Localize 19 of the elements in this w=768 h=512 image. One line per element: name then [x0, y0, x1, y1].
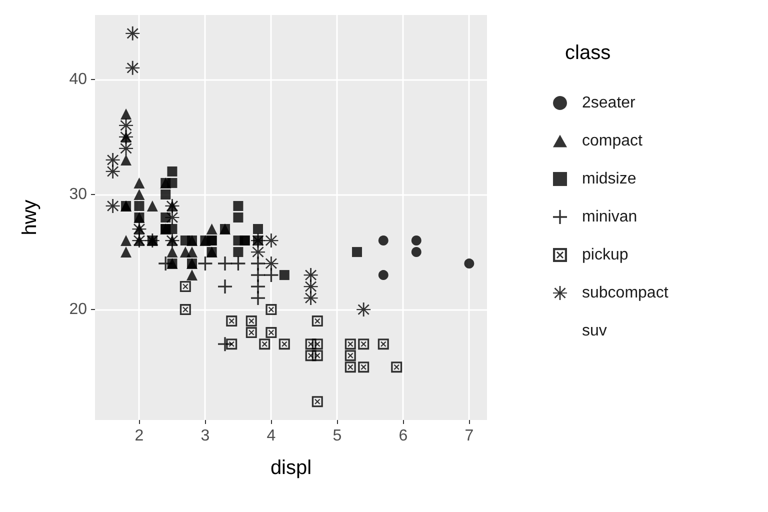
text: suv [582, 322, 607, 340]
y-axis-title: hwy [19, 200, 41, 236]
legend-label: subcompact [582, 284, 669, 302]
legend-label: midsize [582, 170, 636, 188]
legend-label: compact [582, 132, 644, 150]
x-tick-label: 2 [134, 428, 144, 444]
y-tick-label: 30 [69, 186, 88, 203]
y-tick-label: 40 [69, 70, 88, 88]
legend-title: class [565, 42, 611, 64]
x-tick-label: 4 [266, 428, 276, 444]
x-tick-label: 5 [332, 428, 342, 444]
x-tick-label: 6 [398, 428, 408, 444]
y-tick-label: 20 [69, 301, 88, 318]
legend-label: 2seater [582, 94, 636, 112]
x-axis-title: displ [270, 457, 312, 479]
legend-label: minivan [582, 208, 638, 226]
x-tick-label: 7 [464, 428, 474, 444]
legend-label: pickup [582, 246, 628, 264]
x-tick-label: 3 [200, 428, 210, 444]
